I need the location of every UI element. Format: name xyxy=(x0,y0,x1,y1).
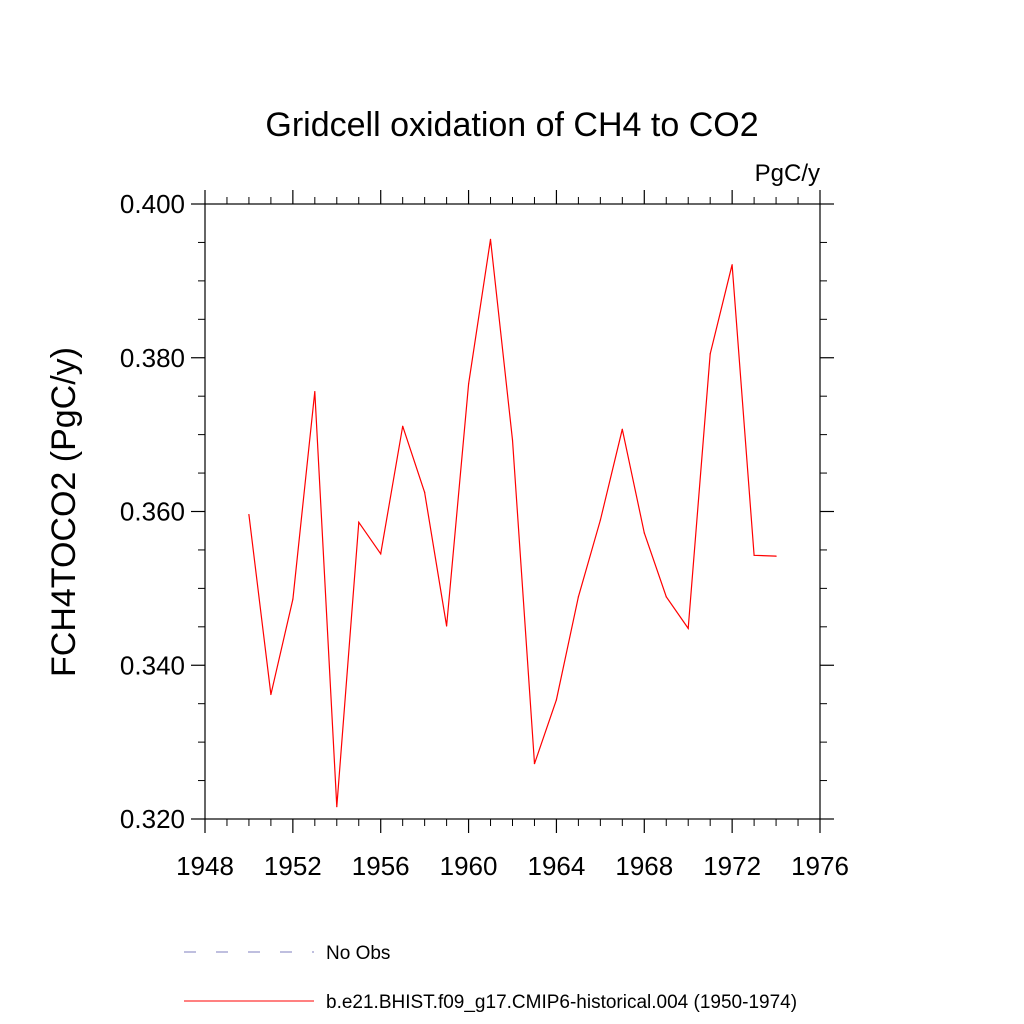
data-point xyxy=(753,554,755,556)
x-tick-label: 1952 xyxy=(264,851,322,881)
series-line xyxy=(248,239,777,807)
data-point xyxy=(665,596,667,598)
data-point xyxy=(621,428,623,430)
data-point xyxy=(599,519,601,521)
plot-frame xyxy=(204,203,821,820)
data-point xyxy=(292,598,294,600)
y-tick-label: 0.320 xyxy=(120,804,185,834)
series-group xyxy=(248,238,777,808)
x-tick-label: 1976 xyxy=(791,851,849,881)
x-tick-label: 1964 xyxy=(528,851,586,881)
y-tick-label: 0.380 xyxy=(120,343,185,373)
data-point xyxy=(402,425,404,427)
data-point xyxy=(577,596,579,598)
data-point xyxy=(775,555,777,557)
data-point xyxy=(467,383,470,385)
y-axis-label: FCH4TOCO2 (PgC/y) xyxy=(45,347,83,677)
data-point xyxy=(248,513,250,516)
x-tick-label: 1960 xyxy=(440,851,498,881)
data-point xyxy=(314,390,316,393)
x-tick-labels: 1948 1952 1956 1960 1964 1968 1972 1976 xyxy=(176,851,849,881)
major-ticks xyxy=(191,190,834,833)
data-point xyxy=(687,627,689,629)
y-tick-label: 0.360 xyxy=(120,497,185,527)
minor-ticks xyxy=(198,197,827,826)
data-point xyxy=(270,693,272,696)
units-label: PgC/y xyxy=(755,160,820,187)
y-tick-label: 0.340 xyxy=(120,650,185,680)
data-point xyxy=(336,806,338,808)
data-point xyxy=(358,521,360,523)
x-tick-label: 1956 xyxy=(352,851,410,881)
data-point xyxy=(380,553,382,555)
data-point xyxy=(731,264,733,266)
x-tick-label: 1968 xyxy=(615,851,673,881)
data-point xyxy=(555,699,558,701)
legend-label-no-obs: No Obs xyxy=(326,943,390,964)
x-tick-label: 1972 xyxy=(703,851,761,881)
y-tick-label: 0.400 xyxy=(120,189,185,219)
data-point xyxy=(489,238,492,240)
data-point xyxy=(709,353,711,355)
data-point xyxy=(424,491,426,493)
x-tick-label: 1948 xyxy=(176,851,234,881)
legend-label-series: b.e21.BHIST.f09_g17.CMIP6-historical.004… xyxy=(326,992,797,1013)
data-point xyxy=(643,532,645,534)
y-tick-labels: 0.320 0.340 0.360 0.380 0.400 xyxy=(120,189,185,834)
legend: No Obs b.e21.BHIST.f09_g17.CMIP6-histori… xyxy=(184,943,797,1013)
data-point xyxy=(446,625,448,627)
data-point xyxy=(511,439,514,441)
chart-title: Gridcell oxidation of CH4 to CO2 xyxy=(265,106,758,144)
data-point xyxy=(533,763,536,765)
